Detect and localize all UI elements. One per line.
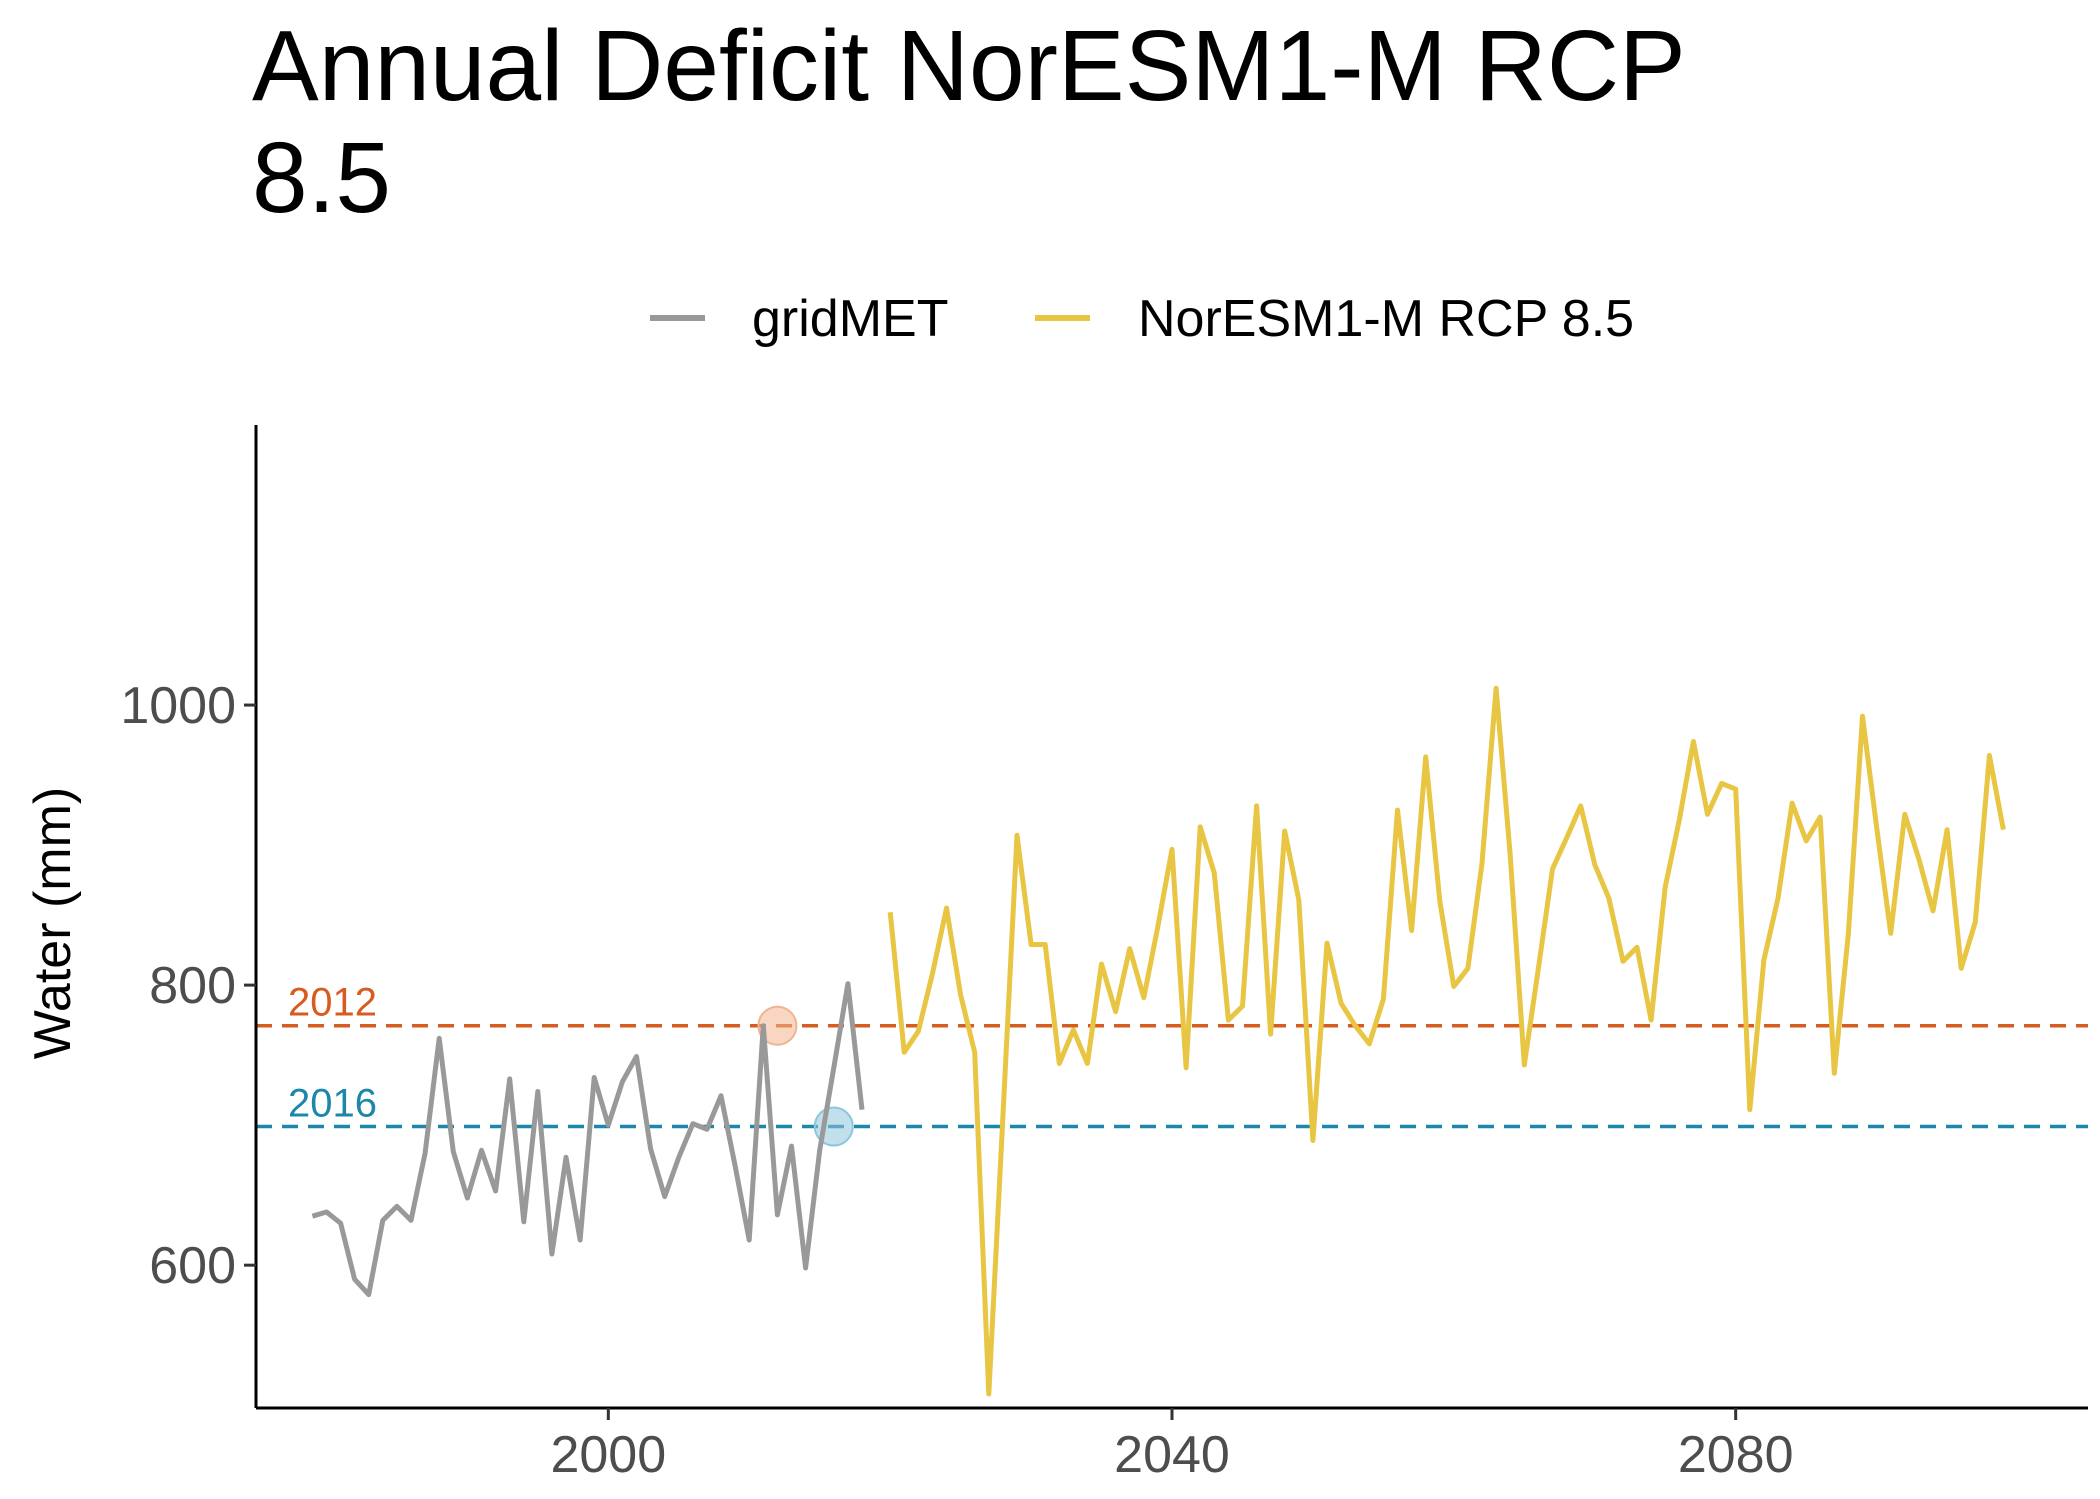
x-tick-label-2080: 2080 — [1678, 1426, 1794, 1484]
series-line-0 — [311, 981, 865, 1298]
legend-label-gridmet: gridMET — [752, 290, 948, 348]
highlight-point-2012 — [757, 1005, 798, 1046]
axes: 600 800 1000 2000 2040 2080 — [120, 425, 2088, 1484]
x-tick-label-2000: 2000 — [550, 1426, 666, 1484]
legend: gridMET NorESM1-M RCP 8.5 — [650, 290, 1634, 348]
reference-lines: 2012 2016 — [256, 981, 2088, 1129]
x-tick-label-2040: 2040 — [1114, 1426, 1230, 1484]
series-lines — [311, 685, 2006, 1397]
reference-label-2016: 2016 — [288, 1082, 377, 1126]
y-axis-label: Water (mm) — [24, 787, 82, 1059]
chart-title-line-2: 8.5 — [252, 122, 392, 234]
series-line-1 — [887, 685, 2006, 1397]
reference-label-2012: 2012 — [288, 981, 377, 1025]
chart-title-line-1: Annual Deficit NorESM1-M RCP — [252, 10, 1686, 122]
y-tick-label-1000: 1000 — [120, 677, 236, 735]
y-tick-label-800: 800 — [149, 957, 236, 1015]
y-tick-label-600: 600 — [149, 1237, 236, 1295]
legend-label-noresm: NorESM1-M RCP 8.5 — [1138, 290, 1634, 348]
